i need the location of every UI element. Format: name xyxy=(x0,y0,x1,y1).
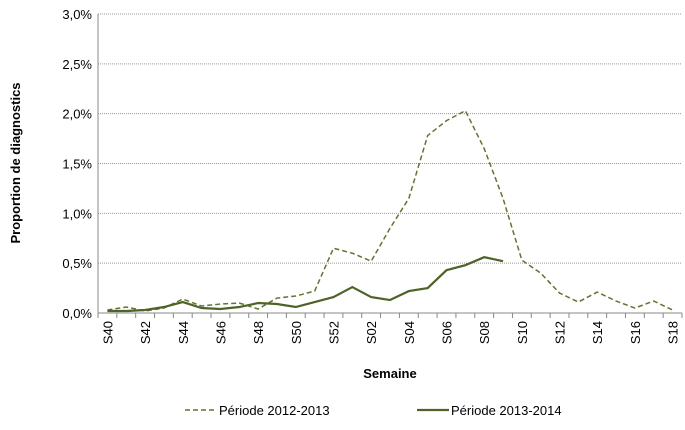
y-axis-label: Proportion de diagnostics xyxy=(8,82,23,243)
series-line xyxy=(107,256,504,313)
legend-label: Période 2013-2014 xyxy=(451,403,562,418)
x-tick-label: S02 xyxy=(364,321,379,344)
y-tick-label: 0,0% xyxy=(62,306,92,321)
x-tick-label: S10 xyxy=(515,321,530,344)
y-tick-label: 2,5% xyxy=(62,57,92,72)
y-tick-label: 2,0% xyxy=(62,107,92,122)
y-tick-label: 3,0% xyxy=(62,7,92,22)
x-tick-label: S16 xyxy=(628,321,643,344)
legend-label: Période 2012-2013 xyxy=(219,403,330,418)
x-tick-label: S50 xyxy=(289,321,304,344)
x-tick-label: S04 xyxy=(402,321,417,344)
x-tick-label: S44 xyxy=(176,321,191,344)
x-tick-label: S40 xyxy=(100,321,115,344)
x-tick-label: S48 xyxy=(251,321,266,344)
y-tick-label: 0,5% xyxy=(62,256,92,271)
x-tick-label: S46 xyxy=(213,321,228,344)
y-tick-label: 1,0% xyxy=(62,206,92,221)
x-tick-label: S06 xyxy=(440,321,455,344)
x-tick-label: S08 xyxy=(477,321,492,344)
x-axis-label: Semaine xyxy=(363,366,416,381)
x-tick-label: S42 xyxy=(138,321,153,344)
x-tick-label: S14 xyxy=(590,321,605,344)
series-line xyxy=(107,109,673,312)
y-tick-label: 1,5% xyxy=(62,157,92,172)
x-tick-label: S52 xyxy=(326,321,341,344)
x-tick-label: S12 xyxy=(553,321,568,344)
x-tick-label: S18 xyxy=(666,321,681,344)
